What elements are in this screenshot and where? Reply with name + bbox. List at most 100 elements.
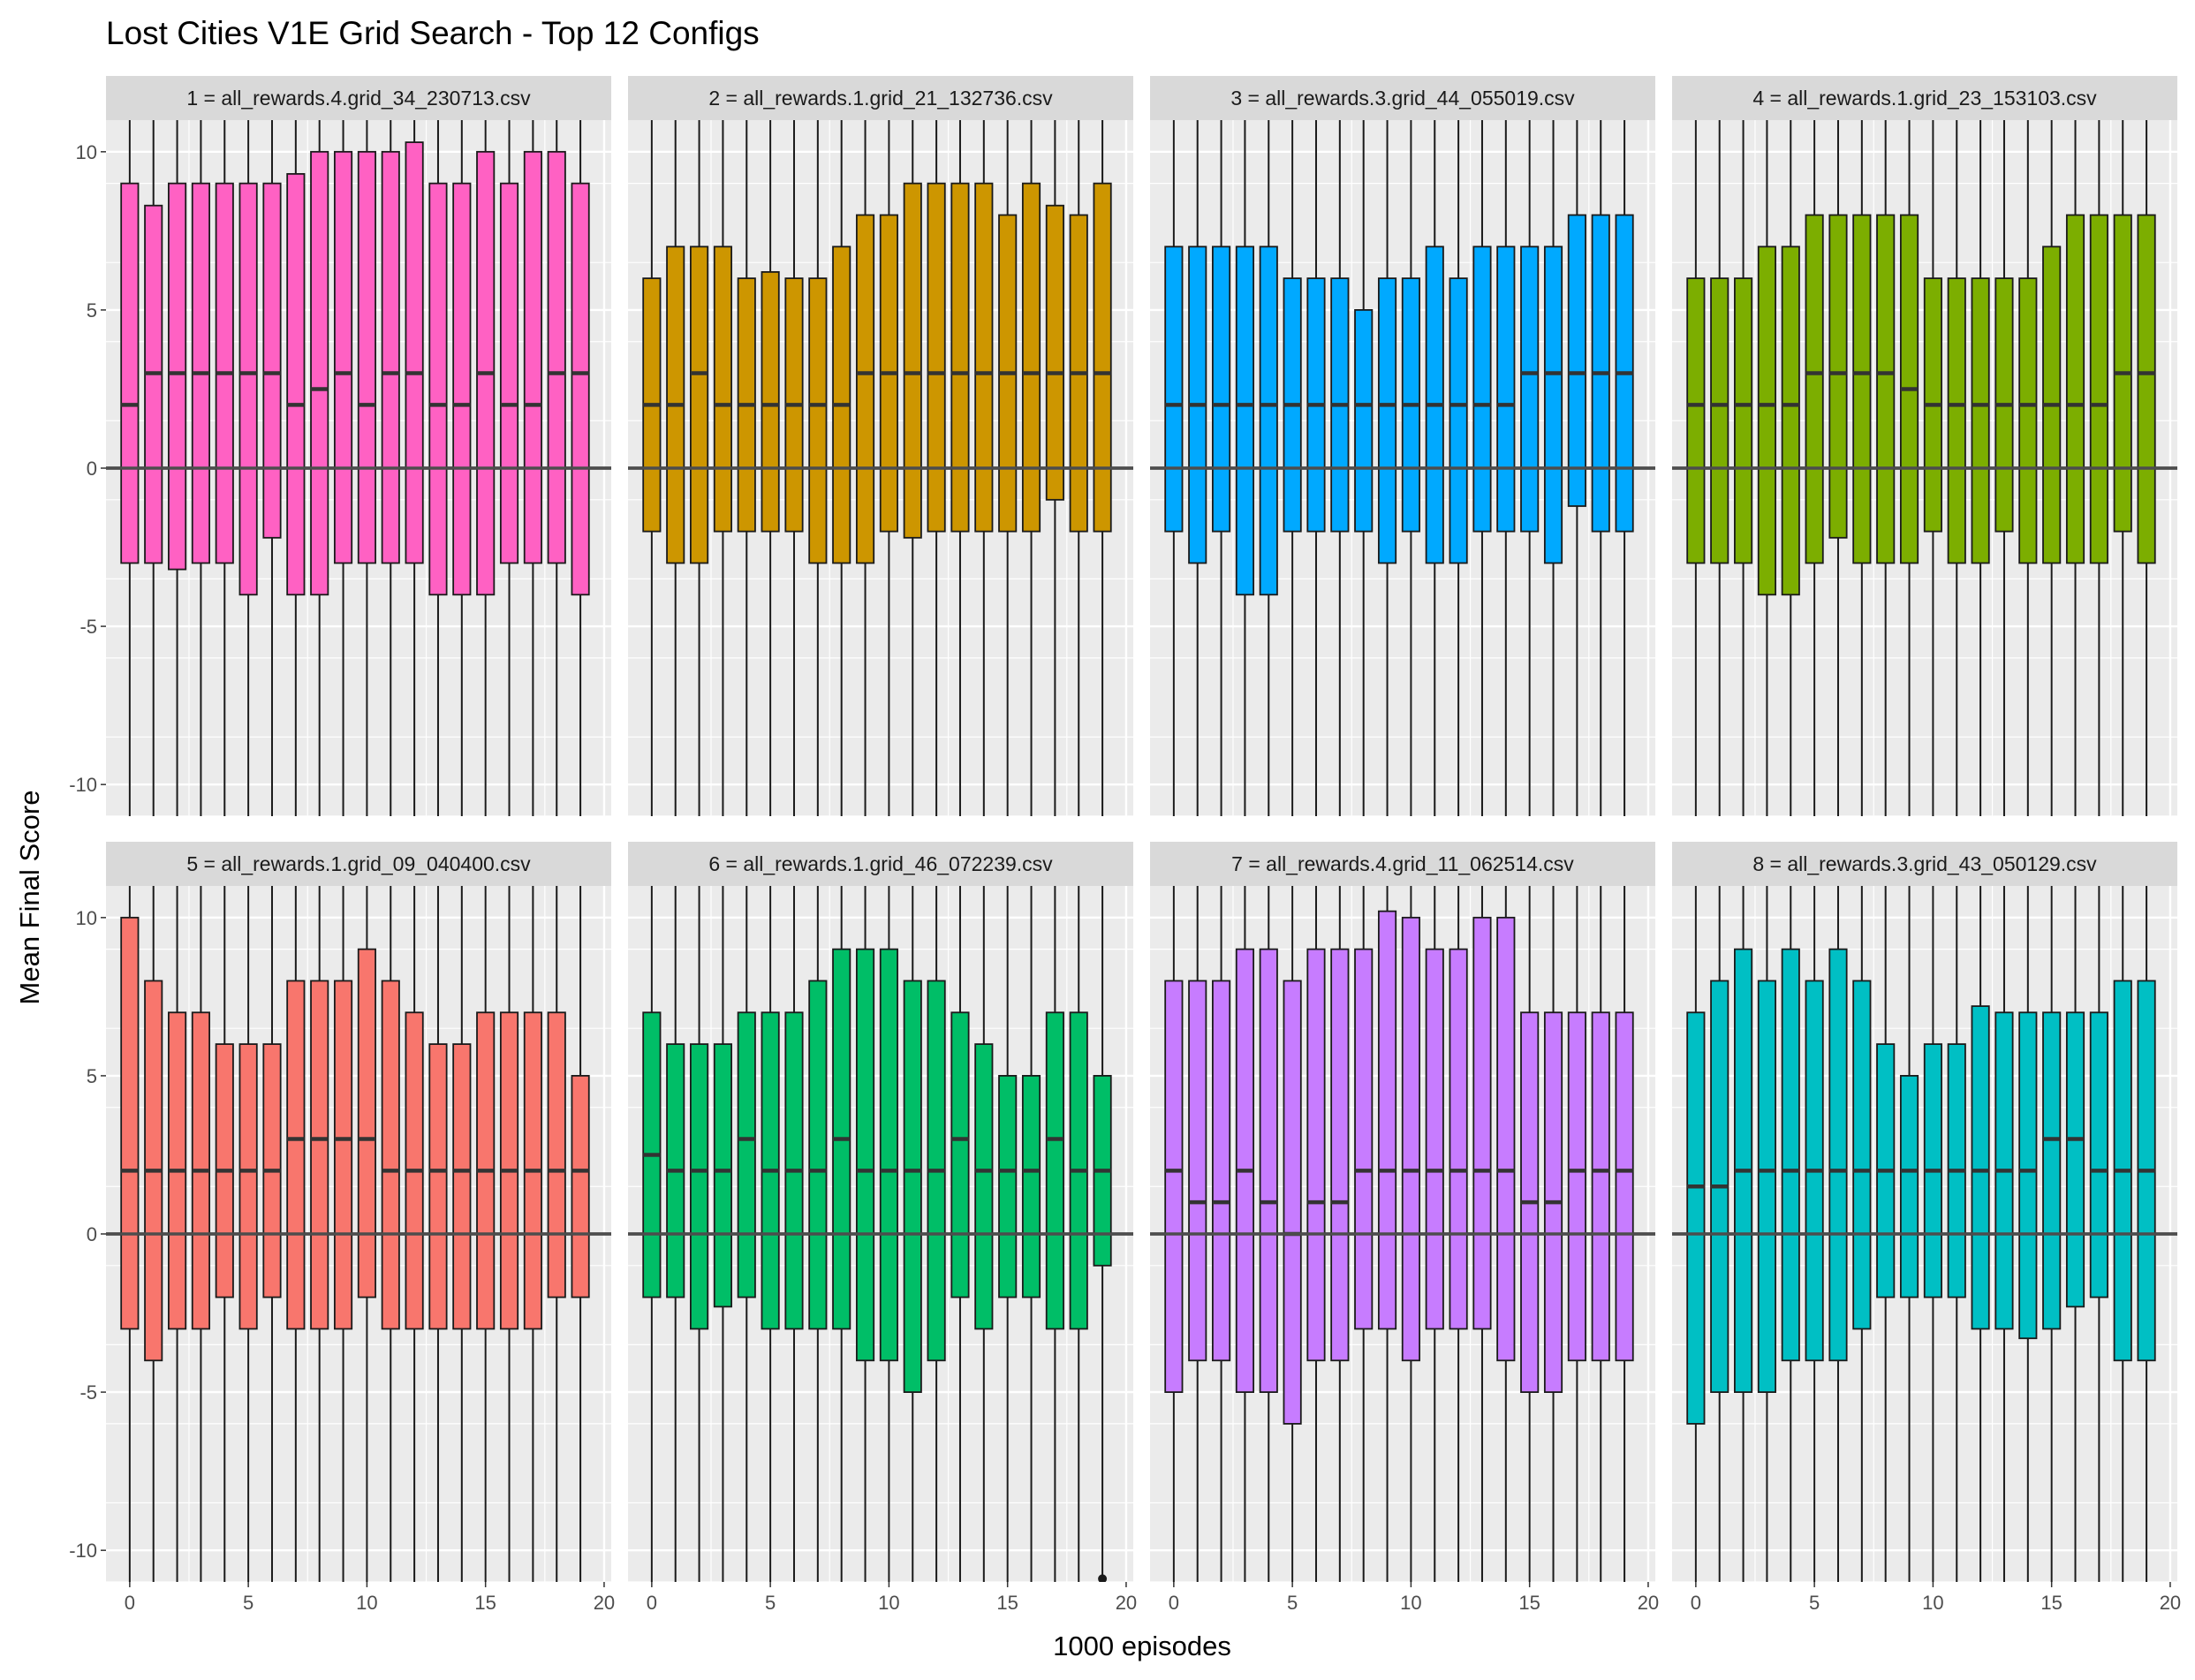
facet-strip bbox=[628, 76, 1133, 120]
x-tick-label: 5 bbox=[1809, 1592, 1820, 1614]
box bbox=[547, 1011, 566, 1298]
box bbox=[950, 1011, 970, 1298]
facet-strip-label: 8 = all_rewards.3.grid_43_050129.csv bbox=[1752, 852, 2097, 875]
facet-panels: 1 = all_rewards.4.grid_34_230713.csv -10 -… bbox=[69, 76, 2181, 1614]
box bbox=[737, 1011, 756, 1298]
box bbox=[333, 980, 353, 1330]
x-tick-label: 20 bbox=[1638, 1592, 1659, 1614]
box bbox=[1045, 1011, 1064, 1330]
box bbox=[452, 1043, 472, 1330]
box bbox=[1591, 1011, 1610, 1362]
box bbox=[903, 182, 922, 539]
box bbox=[1377, 910, 1397, 1330]
box bbox=[1567, 214, 1586, 507]
boxplot-group bbox=[1150, 886, 1655, 1582]
box bbox=[428, 1043, 448, 1330]
box bbox=[1093, 182, 1112, 533]
box bbox=[950, 182, 970, 533]
box bbox=[974, 1043, 994, 1330]
x-tick-label: 20 bbox=[2160, 1592, 2181, 1614]
y-tick-label: 0 bbox=[87, 1223, 97, 1245]
facet-panel-4: 4 = all_rewards.1.grid_23_153103.csv bbox=[1672, 76, 2177, 817]
box bbox=[1211, 246, 1231, 533]
boxplot-group bbox=[1672, 886, 2177, 1582]
box bbox=[1520, 246, 1540, 533]
box bbox=[1686, 1011, 1706, 1425]
box bbox=[571, 1075, 590, 1298]
facet-strip bbox=[628, 842, 1133, 886]
facet-strip bbox=[1150, 76, 1655, 120]
box bbox=[547, 150, 566, 564]
x-tick-label: 10 bbox=[356, 1592, 377, 1614]
box bbox=[808, 980, 828, 1330]
x-tick-label: 20 bbox=[594, 1592, 615, 1614]
facet-panel-5: 5 = all_rewards.1.grid_09_040400.csv -10 -… bbox=[69, 842, 615, 1614]
box bbox=[1259, 948, 1278, 1393]
box bbox=[1306, 948, 1326, 1362]
facet-strip bbox=[106, 842, 611, 886]
facet-strip-label: 6 = all_rewards.1.grid_46_072239.csv bbox=[708, 852, 1053, 875]
boxplot-group bbox=[106, 120, 611, 816]
box bbox=[1425, 948, 1444, 1330]
box bbox=[1757, 980, 1776, 1393]
facet-strip-label: 2 = all_rewards.1.grid_21_132736.csv bbox=[708, 87, 1053, 110]
boxplot-group bbox=[106, 886, 611, 1582]
box bbox=[689, 246, 709, 564]
box bbox=[1710, 277, 1730, 564]
box bbox=[1045, 204, 1064, 501]
facet-strip-label: 3 = all_rewards.3.grid_44_055019.csv bbox=[1230, 87, 1575, 110]
facet-panel-1: 1 = all_rewards.4.grid_34_230713.csv -10 -… bbox=[69, 76, 611, 817]
facet-strip bbox=[1672, 842, 2177, 886]
box bbox=[1686, 277, 1706, 564]
box bbox=[120, 182, 140, 564]
box bbox=[1354, 309, 1374, 533]
box bbox=[238, 182, 258, 596]
box bbox=[1472, 246, 1492, 533]
box bbox=[2018, 277, 2038, 564]
box bbox=[1781, 948, 1800, 1362]
box bbox=[120, 916, 140, 1330]
box bbox=[310, 150, 329, 596]
box bbox=[523, 150, 542, 564]
x-tick-label: 20 bbox=[1116, 1592, 1137, 1614]
box bbox=[1543, 246, 1563, 564]
box bbox=[357, 150, 376, 564]
box bbox=[2089, 214, 2108, 564]
boxplot-group bbox=[628, 886, 1133, 1582]
box bbox=[1757, 246, 1776, 596]
box bbox=[1828, 214, 1848, 539]
box bbox=[1211, 980, 1231, 1362]
box bbox=[1188, 980, 1207, 1362]
box bbox=[2065, 1011, 2085, 1308]
box bbox=[927, 182, 946, 533]
box bbox=[1377, 277, 1397, 564]
box bbox=[310, 980, 329, 1330]
box bbox=[1235, 246, 1254, 596]
box bbox=[2018, 1011, 2038, 1340]
box bbox=[144, 204, 163, 564]
box bbox=[1971, 277, 1990, 564]
box bbox=[238, 1043, 258, 1330]
box bbox=[1330, 948, 1350, 1362]
box bbox=[286, 980, 306, 1330]
facet-strip-label: 7 = all_rewards.4.grid_11_062514.csv bbox=[1231, 852, 1574, 875]
box bbox=[1828, 948, 1848, 1362]
box bbox=[689, 1043, 709, 1330]
box bbox=[761, 271, 780, 533]
y-tick-label: -5 bbox=[79, 616, 97, 638]
boxplot-group bbox=[1150, 120, 1655, 816]
box bbox=[855, 948, 875, 1362]
box bbox=[1164, 980, 1184, 1393]
box bbox=[428, 182, 448, 596]
y-tick-label: 5 bbox=[87, 299, 97, 322]
box bbox=[405, 141, 424, 564]
box bbox=[1401, 916, 1420, 1362]
x-tick-label: 15 bbox=[996, 1592, 1018, 1614]
y-tick-label: -10 bbox=[69, 1540, 97, 1562]
box bbox=[381, 980, 400, 1330]
box bbox=[1472, 916, 1492, 1330]
box bbox=[1899, 1075, 1919, 1298]
box bbox=[1615, 1011, 1634, 1362]
facet-strip bbox=[1672, 76, 2177, 120]
x-axis-title: 1000 episodes bbox=[1053, 1631, 1231, 1661]
